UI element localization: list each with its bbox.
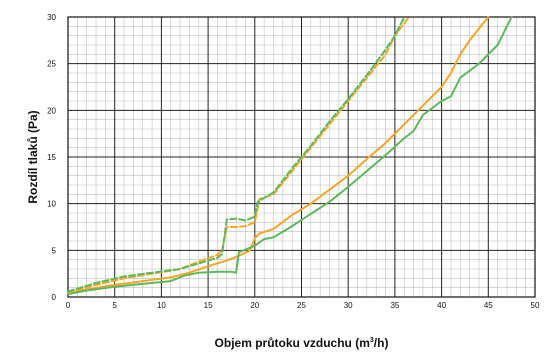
- x-tick-label: 25: [297, 301, 306, 310]
- x-axis-ticks: 0 5 10 15 20 25 30 35 40 45 50: [66, 301, 540, 310]
- x-tick-label: 5: [112, 301, 117, 310]
- y-tick-label: 15: [47, 153, 56, 162]
- x-tick-label: 10: [157, 301, 166, 310]
- y-tick-label: 30: [47, 13, 56, 22]
- y-tick-label: 20: [47, 106, 56, 115]
- x-tick-label: 30: [344, 301, 353, 310]
- series-line-solid: [68, 17, 488, 293]
- x-tick-label: 50: [531, 301, 540, 310]
- x-tick-label: 40: [437, 301, 446, 310]
- y-tick-label: 25: [47, 60, 56, 69]
- x-tick-label: 0: [66, 301, 71, 310]
- x-tick-label: 15: [204, 301, 213, 310]
- y-tick-label: 5: [52, 246, 57, 255]
- x-tick-label: 35: [390, 301, 399, 310]
- series-line-solid: [68, 17, 512, 294]
- x-axis-label: Objem průtoku vzduchu (m3/h): [215, 336, 389, 350]
- series-layer: [68, 17, 512, 294]
- y-axis-ticks: 0 5 10 15 20 25 30: [47, 13, 56, 302]
- y-axis-label: Rozdíl tlaků (Pa): [26, 110, 40, 203]
- x-tick-label: 20: [250, 301, 259, 310]
- y-tick-label: 10: [47, 200, 56, 209]
- x-tick-label: 45: [484, 301, 493, 310]
- y-tick-label: 0: [52, 293, 57, 302]
